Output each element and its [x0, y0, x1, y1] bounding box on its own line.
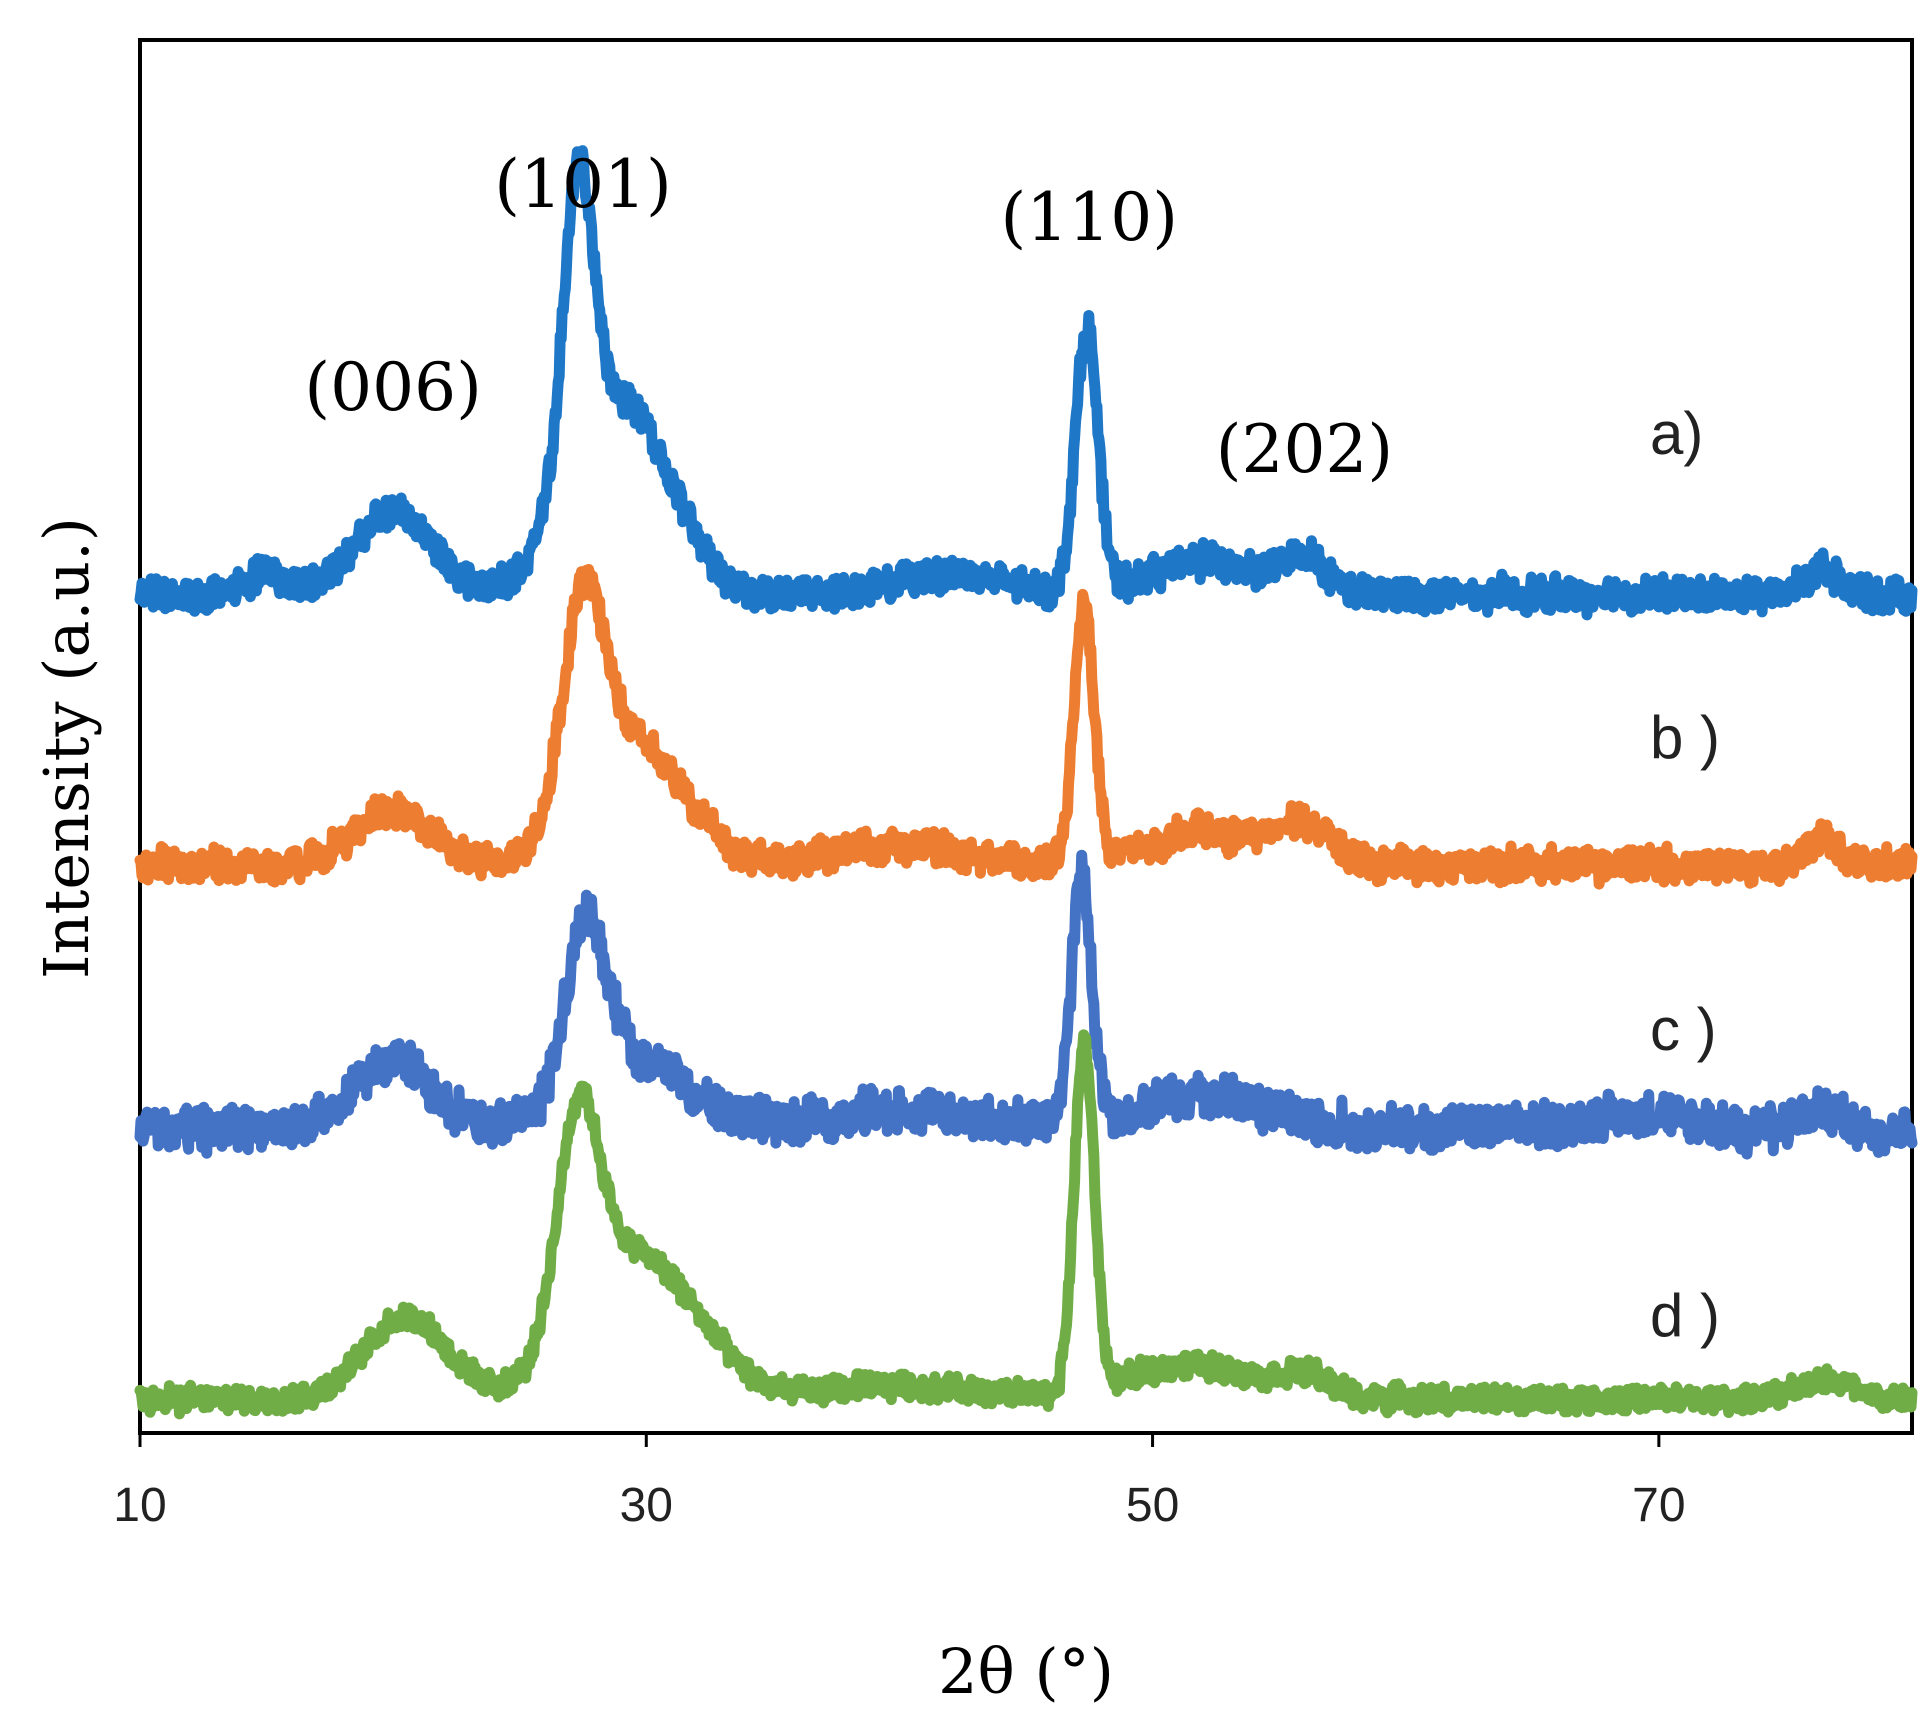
peak-annotation: (101) — [494, 146, 671, 223]
peak-annotation: (110) — [1001, 179, 1178, 256]
series-label-a: a) — [1650, 400, 1703, 467]
series-line-a — [134, 145, 1918, 621]
x-axis-ticks: 10 30 50 70 — [113, 1433, 1686, 1532]
series-layer — [134, 145, 1918, 1420]
x-tick-label: 30 — [620, 1479, 673, 1532]
series-label-b: b ) — [1650, 704, 1720, 771]
series-labels: a) b ) c ) d ) — [1650, 400, 1720, 1349]
peak-annotation: (006) — [304, 349, 481, 426]
x-tick-label: 70 — [1632, 1479, 1685, 1532]
peak-annotations: (006) (101) (110) (202) — [304, 146, 1393, 488]
x-tick-label: 10 — [113, 1479, 166, 1532]
peak-annotation: (202) — [1216, 411, 1393, 488]
series-label-d: d ) — [1650, 1282, 1720, 1349]
plot-frame — [138, 38, 1914, 1435]
y-axis-title: Intensity (a.u.) — [30, 517, 103, 979]
x-tick-label: 50 — [1126, 1479, 1179, 1532]
x-axis-title: 2θ (°) — [938, 1635, 1114, 1708]
series-line-d — [134, 1029, 1918, 1420]
series-line-b — [134, 564, 1918, 890]
series-label-c: c ) — [1650, 996, 1717, 1063]
series-line-c — [134, 849, 1918, 1160]
